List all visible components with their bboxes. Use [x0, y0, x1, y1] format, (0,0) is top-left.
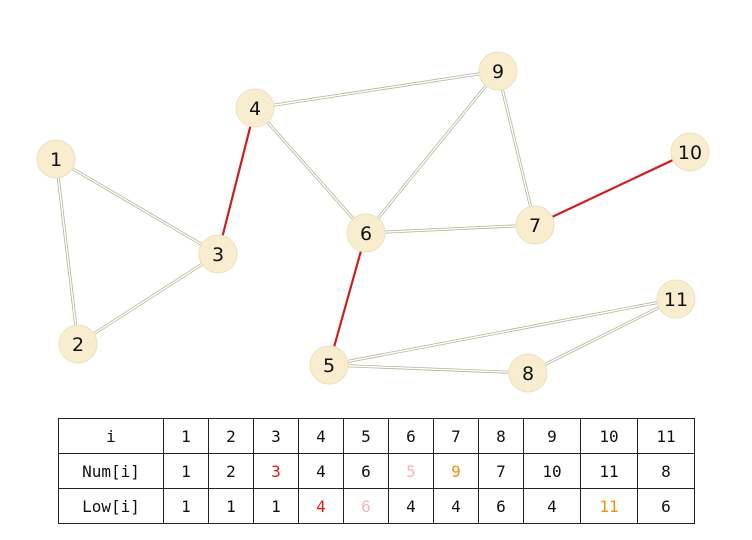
node-label: 1 — [50, 149, 62, 171]
table-cell: 9 — [523, 418, 581, 454]
node-5: 5 — [309, 345, 349, 385]
edge-5-8 — [328, 363, 529, 375]
node-label: 9 — [492, 61, 504, 83]
table-cell: 8 — [478, 418, 524, 454]
table-cell: 11 — [637, 418, 695, 454]
graph-diagram: 1 2 3 4 5 6 7 8 9 10 11 — [36, 51, 710, 393]
node-circle — [478, 51, 518, 91]
table-cell: 5 — [343, 418, 389, 454]
node-10: 10 — [670, 132, 710, 172]
table-cell: 6 — [343, 488, 389, 524]
node-circle — [309, 345, 349, 385]
node-label: 10 — [678, 142, 702, 164]
table-cell: 1 — [163, 453, 209, 489]
node-8: 8 — [508, 353, 548, 393]
table-cell: 10 — [580, 418, 638, 454]
node-1: 1 — [36, 139, 76, 179]
node-7: 7 — [515, 205, 555, 245]
table-cell: 6 — [388, 418, 434, 454]
table-cell: 10 — [523, 453, 581, 489]
table-cell: 4 — [523, 488, 581, 524]
graph-nodes: 1 2 3 4 5 6 7 8 9 10 11 — [36, 51, 710, 393]
table-cell: 7 — [433, 418, 479, 454]
node-11: 11 — [656, 279, 696, 319]
node-label: 2 — [72, 334, 84, 356]
table-cell: 11 — [580, 488, 638, 524]
node-circle — [515, 205, 555, 245]
table-cell: 8 — [637, 453, 695, 489]
edge-8-11 — [527, 297, 677, 375]
node-4: 4 — [235, 88, 275, 128]
table-cell: 2 — [208, 453, 254, 489]
edge-1-3 — [55, 157, 219, 256]
node-label: 7 — [529, 215, 541, 237]
table-cell: 3 — [253, 453, 299, 489]
table-cell: 6 — [637, 488, 695, 524]
table-cell: 4 — [298, 418, 344, 454]
row-num: Num[i] 1 2 3 4 6 5 9 7 10 11 8 — [58, 453, 695, 489]
node-9: 9 — [478, 51, 518, 91]
node-label: 6 — [360, 223, 372, 245]
table-cell: 1 — [253, 488, 299, 524]
table-cell: 4 — [388, 488, 434, 524]
edge-1-2 — [54, 158, 80, 345]
node-circle — [346, 213, 386, 253]
graph-edges — [54, 69, 691, 375]
edge-7-10-bridge — [534, 151, 691, 226]
node-label: 3 — [212, 244, 224, 266]
table-cell: 6 — [343, 453, 389, 489]
edge-6-7 — [365, 223, 536, 235]
table-cell: 9 — [433, 453, 479, 489]
edge-9-7 — [496, 70, 537, 226]
table-cell: 4 — [298, 453, 344, 489]
edge-2-3 — [77, 252, 219, 346]
edge-3-4-bridge — [216, 107, 257, 255]
num-low-table: i 1 2 3 4 5 6 7 8 9 10 11 Num[i] 1 2 3 4 6 5 9 7 10 11 8 Low[i] 1… — [58, 418, 695, 524]
table-cell: 7 — [478, 453, 524, 489]
edge-4-6 — [253, 107, 368, 234]
row-low: Low[i] 1 1 1 4 6 4 4 6 4 11 6 — [58, 488, 695, 524]
table-cell: 4 — [298, 488, 344, 524]
row-index: i 1 2 3 4 5 6 7 8 9 10 11 — [58, 418, 695, 454]
row-header: i — [58, 418, 164, 454]
node-circle — [235, 88, 275, 128]
table-cell: 5 — [388, 453, 434, 489]
edge-5-11 — [328, 297, 677, 367]
node-circle — [508, 353, 548, 393]
node-circle — [670, 132, 710, 172]
table-cell: 3 — [253, 418, 299, 454]
edge-4-9 — [254, 69, 499, 110]
node-3: 3 — [198, 234, 238, 274]
table-cell: 1 — [163, 488, 209, 524]
table-cell: 1 — [163, 418, 209, 454]
row-header: Low[i] — [58, 488, 164, 524]
node-2: 2 — [58, 324, 98, 364]
table-cell: 4 — [433, 488, 479, 524]
node-circle — [198, 234, 238, 274]
table-cell: 1 — [208, 488, 254, 524]
node-circle — [36, 139, 76, 179]
row-header: Num[i] — [58, 453, 164, 489]
table-cell: 6 — [478, 488, 524, 524]
node-label: 8 — [522, 363, 534, 385]
edge-6-5-bridge — [327, 232, 368, 366]
node-label: 4 — [249, 98, 261, 120]
node-label: 11 — [664, 289, 688, 311]
table-cell: 11 — [580, 453, 638, 489]
edge-9-6 — [364, 70, 500, 234]
node-6: 6 — [346, 213, 386, 253]
node-circle — [58, 324, 98, 364]
node-circle — [656, 279, 696, 319]
node-label: 5 — [323, 355, 335, 377]
table-cell: 2 — [208, 418, 254, 454]
